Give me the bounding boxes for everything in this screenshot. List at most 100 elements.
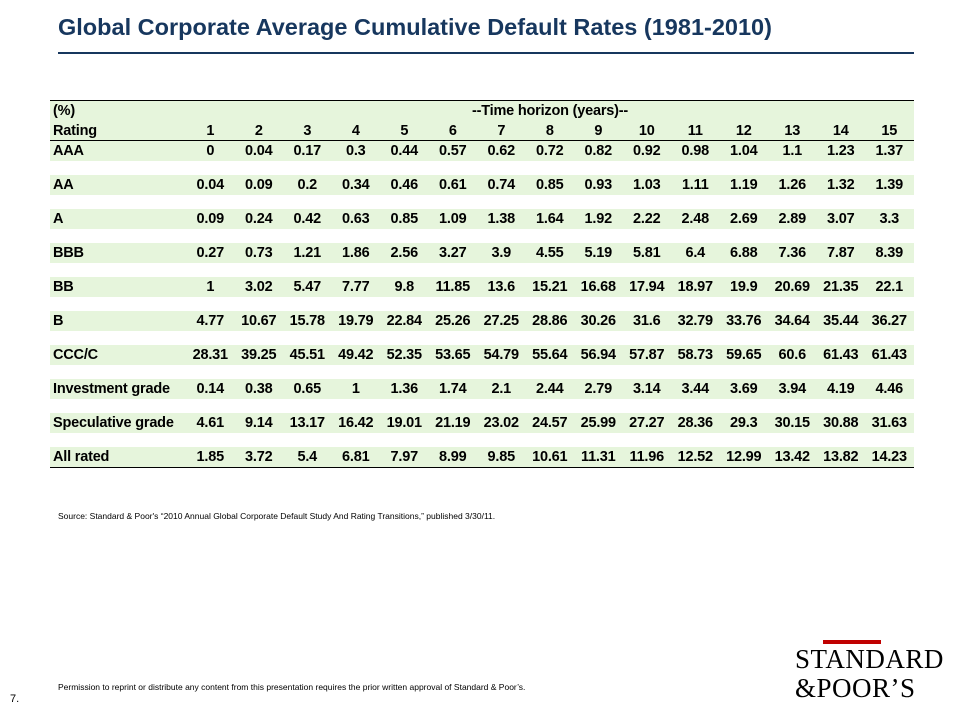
default-rate-cell: 3.44 [681,381,710,397]
default-rate-cell: 1.19 [730,177,758,193]
default-rate-cell: 0.14 [196,381,225,397]
rating-label: CCC/C [53,347,98,363]
standard-and-poors-logo: STANDARD &POOR’S [795,640,943,706]
default-rate-cell: 25.26 [435,313,471,329]
default-rate-cell: 3.07 [827,211,855,227]
default-rate-cell: 0.04 [245,143,273,159]
default-rate-cell: 8.39 [875,245,904,261]
default-rate-cell: 10.67 [241,313,277,329]
default-rate-cell: 3.94 [778,381,807,397]
default-rate-cell: 0.72 [536,143,564,159]
default-rate-cell: 6.81 [342,449,370,465]
logo-line-1: STANDARD [795,644,944,674]
default-rate-cell: 0.73 [245,245,273,261]
default-rate-cell: 0.04 [196,177,225,193]
year-header-cell: 13 [784,122,801,139]
year-header-cell: 2 [254,122,263,139]
default-rate-cell: 0.3 [345,143,366,159]
default-rate-cell: 0.74 [487,177,516,193]
default-rate-cell: 61.43 [823,347,859,363]
table-row: BB 1 3.02 5.47 7.77 9.8 11.85 13.6 15.21 16.68 17.… [50,277,914,297]
default-rate-cell: 0.27 [196,245,225,261]
default-rate-cell: 6.88 [730,245,758,261]
rating-label: A [53,211,64,227]
default-rate-cell: 1.23 [827,143,855,159]
default-rate-cell: 3.9 [491,245,512,261]
year-header-cell: 3 [303,122,312,139]
default-rate-cell: 2.1 [491,381,512,397]
default-rate-cell: 0.57 [439,143,467,159]
default-rate-cell: 15.21 [532,279,568,295]
default-rate-cell: 0.42 [293,211,322,227]
default-rate-cell: 13.42 [774,449,810,465]
default-rate-cell: 1.21 [293,245,322,261]
default-rate-cell: 28.36 [677,415,713,431]
default-rate-cell: 1.64 [536,211,564,227]
default-rate-cell: 27.25 [483,313,519,329]
default-rate-cell: 35.44 [823,313,859,329]
table-row: CCC/C 28.31 39.25 45.51 49.42 52.35 53.65 54.79… [50,345,914,365]
default-rate-cell: 4.61 [196,415,225,431]
default-rate-cell: 0.85 [390,211,419,227]
default-rate-cell: 53.65 [435,347,471,363]
default-rate-cell: 31.63 [871,415,907,431]
default-rate-cell: 32.79 [677,313,713,329]
default-rate-cell: 10.61 [532,449,568,465]
default-rate-cell: 21.19 [435,415,471,431]
year-header-cell: 10 [638,122,655,139]
default-rate-cell: 2.44 [536,381,564,397]
default-rate-cell: 3.02 [245,279,273,295]
page-title: Global Corporate Average Cumulative Defa… [58,14,772,40]
table-header-top: (%) --Time horizon (years)-- [50,100,914,121]
default-rate-cell: 9.8 [394,279,415,295]
default-rate-cell: 0.93 [584,177,613,193]
default-rate-cell: 0.85 [536,177,564,193]
default-rate-cell: 22.1 [875,279,904,295]
year-header-cell: 11 [687,122,703,139]
default-rate-cell: 9.14 [245,415,273,431]
default-rate-cell: 59.65 [726,347,762,363]
default-rate-cell: 1.03 [633,177,661,193]
default-rate-cell: 0.98 [681,143,710,159]
default-rate-cell: 3.69 [730,381,758,397]
default-rate-cell: 11.85 [435,279,471,295]
default-rate-cell: 28.86 [532,313,568,329]
rating-label: B [53,313,64,329]
default-rate-cell: 1.38 [487,211,516,227]
default-rate-cell: 2.89 [778,211,807,227]
default-rate-cell: 2.22 [633,211,661,227]
default-rate-cell: 28.31 [192,347,228,363]
default-rate-cell: 11.31 [581,449,616,465]
default-rate-cell: 49.42 [338,347,374,363]
time-horizon-label: --Time horizon (years)-- [471,103,629,119]
default-rate-cell: 18.97 [677,279,713,295]
default-rate-cell: 33.76 [726,313,762,329]
default-rate-cell: 60.6 [778,347,807,363]
rating-label: Speculative grade [53,415,174,431]
default-rate-cell: 0.09 [245,177,273,193]
default-rate-cell: 30.26 [580,313,616,329]
default-rate-cell: 5.4 [297,449,318,465]
unit-label: (%) [53,103,75,119]
default-rate-cell: 22.84 [386,313,422,329]
default-rate-cell: 0.44 [390,143,419,159]
default-rate-cell: 56.94 [580,347,616,363]
default-rate-cell: 5.47 [293,279,322,295]
default-rate-cell: 27.27 [629,415,665,431]
default-rate-cell: 24.57 [532,415,568,431]
default-rate-cell: 14.23 [871,449,907,465]
table-row: B 4.77 10.67 15.78 19.79 22.84 25.26 27.25 28.86… [50,311,914,331]
default-rate-cell: 12.99 [726,449,762,465]
year-header-cell: 5 [400,122,409,139]
default-rate-cell: 0.24 [245,211,273,227]
default-rate-cell: 36.27 [871,313,907,329]
default-rate-cell: 15.78 [289,313,325,329]
default-rate-cell: 1.37 [875,143,904,159]
default-rate-cell: 13.82 [823,449,859,465]
default-rate-cell: 0.65 [293,381,322,397]
default-rate-cell: 34.64 [774,313,810,329]
default-rate-cell: 1.36 [390,381,419,397]
default-rate-cell: 0.09 [196,211,225,227]
default-rate-cell: 0.2 [297,177,318,193]
default-rate-cell: 0.92 [633,143,661,159]
